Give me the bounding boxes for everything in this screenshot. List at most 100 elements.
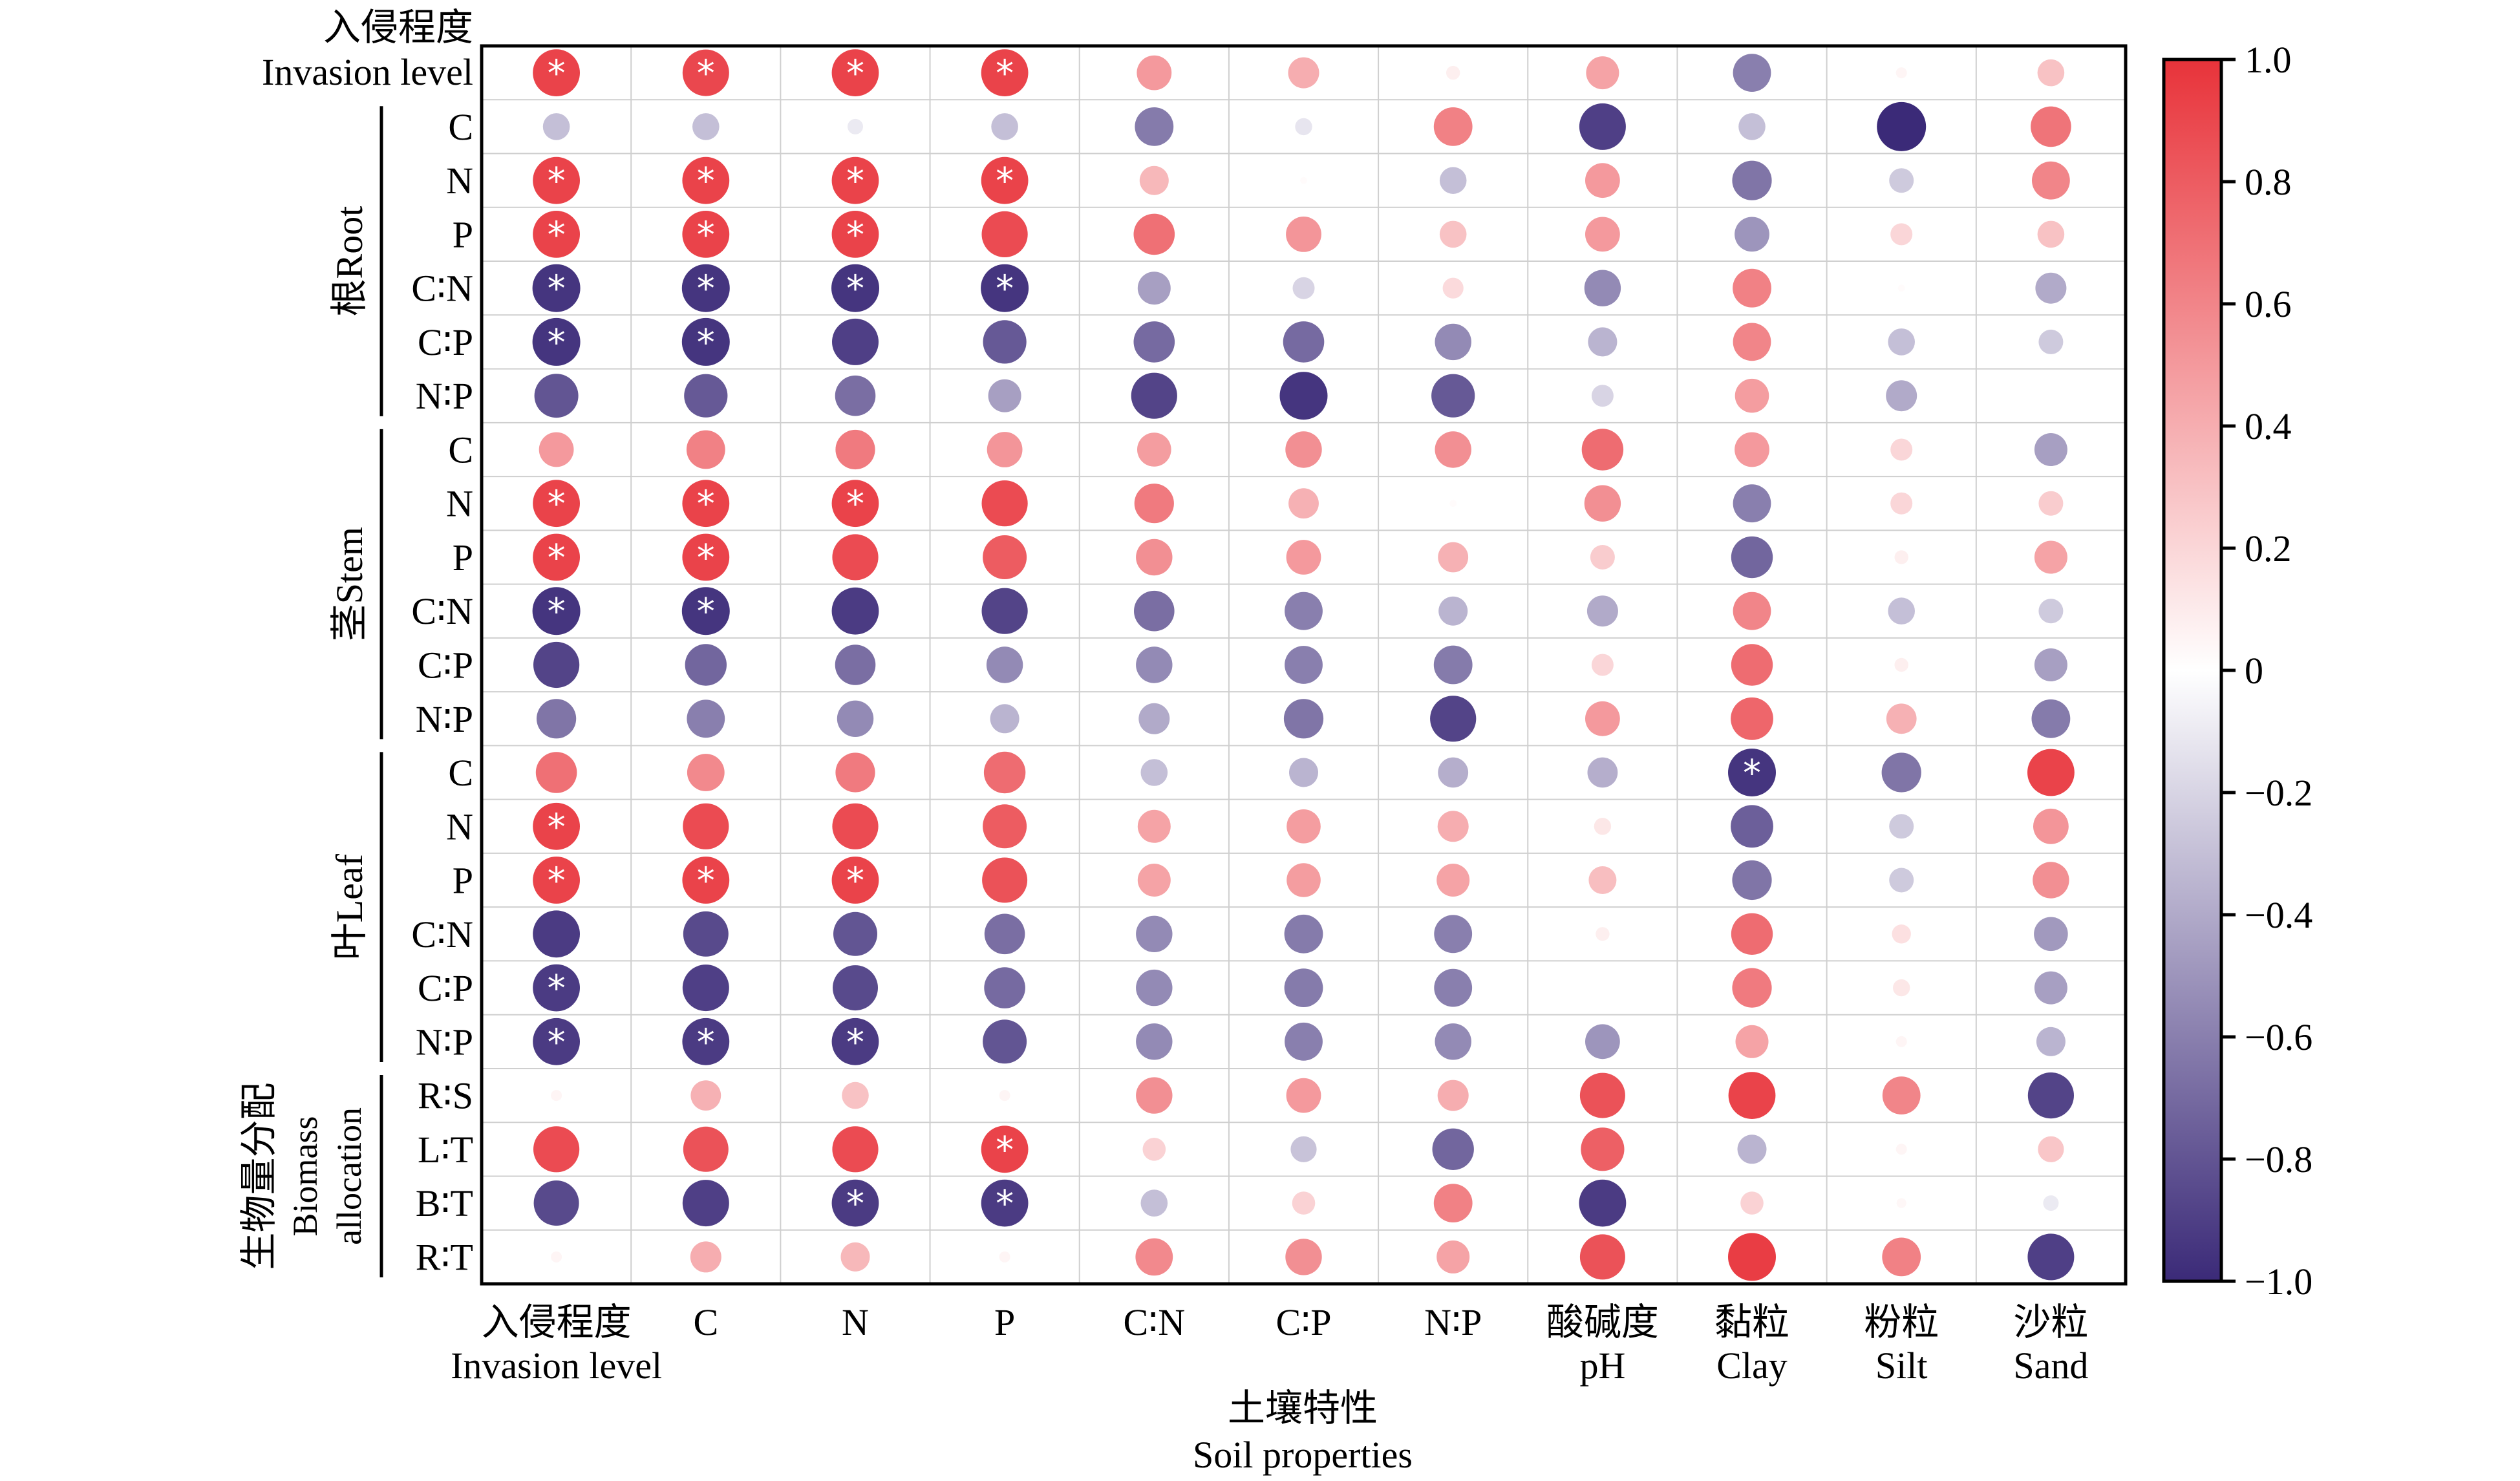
x-axis-title-en: Soil properties (1193, 1434, 1413, 1476)
significance-marker: * (548, 1021, 566, 1063)
column-label-cn: 酸碱度 (1546, 1301, 1659, 1343)
significance-marker: * (697, 1021, 715, 1063)
correlation-dot (1435, 1023, 1471, 1060)
group-label-cn: 生物量分配 (238, 1082, 280, 1270)
significance-marker: * (548, 591, 566, 633)
correlation-dot (1579, 1234, 1625, 1280)
correlation-dot (1888, 597, 1915, 624)
correlation-dot (1596, 927, 1610, 941)
correlation-dot (2027, 1233, 2075, 1281)
column-label-cn: C∶P (1276, 1301, 1331, 1343)
correlation-dot (1732, 968, 1772, 1008)
correlation-dot (1286, 217, 1321, 252)
correlation-dot (2037, 59, 2065, 87)
correlation-dot (682, 964, 729, 1012)
correlation-dot (2038, 1136, 2064, 1162)
correlation-dot (1137, 272, 1171, 305)
correlation-dot (1434, 915, 1473, 954)
significance-marker: * (996, 1129, 1014, 1171)
correlation-dot (2038, 329, 2064, 354)
correlation-dot (1731, 697, 1773, 740)
correlation-dot (1585, 1024, 1620, 1060)
correlation-dot (1136, 915, 1173, 953)
row-label: C∶N (411, 590, 473, 632)
correlation-dot (1439, 167, 1467, 195)
significance-marker: * (846, 160, 864, 202)
correlation-dot (2036, 1027, 2066, 1056)
correlation-dot (683, 803, 729, 849)
correlation-dot (533, 1018, 580, 1065)
correlation-dot (1896, 1198, 1906, 1208)
correlation-dot (1134, 590, 1175, 632)
correlation-dot (537, 699, 577, 739)
row-labels: CNPC∶NC∶PN∶PCNPC∶NC∶PN∶PCNPC∶NC∶PN∶PR∶SL… (411, 106, 473, 1279)
column-label-en: Sand (2013, 1345, 2088, 1387)
correlation-dot (1438, 757, 1469, 788)
correlation-dot (681, 317, 730, 366)
correlation-dot (1732, 160, 1772, 200)
significance-marker: * (548, 268, 566, 310)
correlation-dot (1586, 595, 1618, 627)
correlation-dot (1584, 485, 1621, 522)
correlation-dot (533, 641, 580, 688)
correlation-dot (1283, 699, 1324, 739)
correlation-dot (832, 318, 879, 365)
correlation-dot (539, 432, 574, 467)
correlation-dot (1136, 538, 1173, 576)
significance-marker: * (548, 214, 566, 256)
correlation-dot (685, 644, 727, 686)
significance-marker: * (846, 53, 864, 95)
correlation-dot (1285, 646, 1323, 684)
correlation-dot (1292, 277, 1315, 299)
correlation-dot (1137, 55, 1172, 91)
correlation-dot (1888, 328, 1915, 356)
correlation-dot (1594, 818, 1612, 835)
correlation-dot (984, 913, 1025, 955)
correlation-dot (1591, 654, 1614, 676)
correlation-dot (1433, 107, 1473, 146)
correlation-dot (1733, 323, 1771, 361)
correlation-dot (533, 1180, 579, 1226)
correlation-dot (1136, 646, 1173, 683)
correlation-dot (981, 1179, 1029, 1227)
correlation-dot (1437, 1080, 1469, 1111)
correlation-dot (533, 857, 580, 904)
colorbar-tick-label: 0.4 (2245, 405, 2292, 447)
correlation-dot (833, 965, 878, 1011)
correlation-dot (982, 857, 1028, 903)
group-label: 根Root (328, 206, 370, 317)
correlation-dot (687, 699, 725, 738)
correlation-dot (2027, 749, 2075, 796)
correlation-dot (990, 704, 1020, 734)
significance-marker: * (846, 1021, 864, 1063)
correlation-dot (832, 534, 879, 581)
group-labels: 根Root 茎Stem 叶Leaf 生物量分配 Biomass allocation (238, 106, 383, 1277)
correlation-dot (835, 645, 876, 685)
correlation-dot (1735, 378, 1769, 413)
correlation-dot (533, 49, 580, 96)
correlation-dot (1142, 1138, 1166, 1161)
correlation-dot (1133, 213, 1175, 255)
correlation-dot (2033, 862, 2069, 899)
correlation-dot (1886, 703, 1917, 734)
correlation-dot (682, 1018, 730, 1065)
correlation-dot (533, 964, 580, 1012)
significance-marker: * (697, 860, 715, 902)
correlation-dot (1894, 550, 1908, 564)
correlation-dot (1877, 101, 1927, 151)
correlation-dot (1889, 868, 1914, 893)
correlation-dot (690, 1080, 721, 1111)
correlation-dot (1431, 374, 1475, 418)
correlation-dot (1585, 163, 1620, 198)
row-label: N (446, 160, 473, 202)
correlation-dot (2033, 808, 2069, 844)
correlation-dot (681, 587, 730, 635)
correlation-dot (1586, 56, 1619, 90)
correlation-dot (692, 113, 720, 140)
correlation-dot (1882, 1076, 1921, 1114)
correlation-dot (2031, 106, 2071, 147)
correlation-dot (1137, 432, 1171, 467)
correlation-dot (1288, 57, 1319, 89)
correlation-dot (2035, 272, 2067, 304)
